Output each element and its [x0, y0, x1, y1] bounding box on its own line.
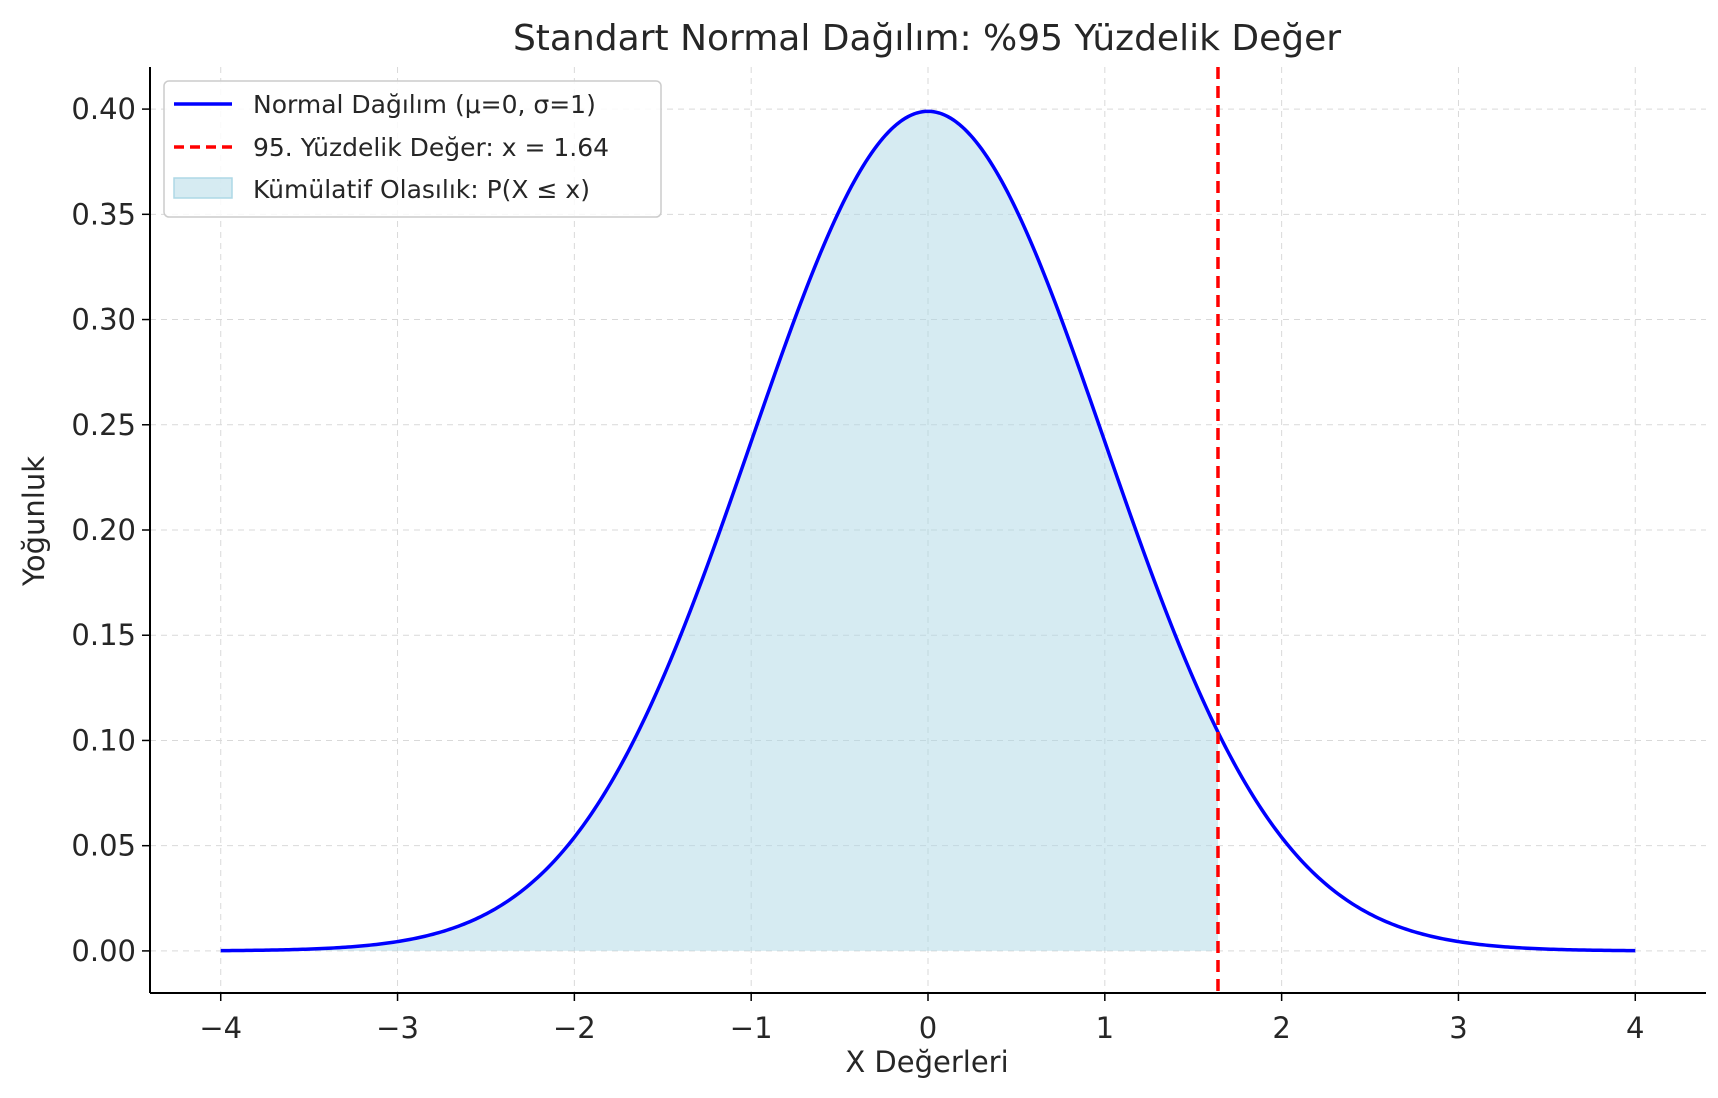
legend: Normal Dağılım (μ=0, σ=1) 95. Yüzdelik D…	[163, 80, 662, 218]
x-tick-label: 2	[1272, 1011, 1290, 1045]
y-tick-label: 0.40	[71, 92, 136, 126]
y-tick-label: 0.20	[71, 513, 136, 547]
y-tick-label: 0.05	[71, 829, 136, 863]
legend-label-cumulative: Kümülatif Olasılık: P(X ≤ x)	[253, 175, 590, 204]
y-tick-label: 0.10	[71, 723, 136, 757]
x-tick-label: 4	[1626, 1011, 1644, 1045]
x-tick-label: −1	[730, 1011, 773, 1045]
x-axis-label: X Değerleri	[845, 1045, 1008, 1079]
legend-area-swatch	[173, 177, 233, 199]
y-tick-label: 0.15	[71, 618, 136, 652]
y-tick-label: 0.35	[71, 197, 136, 231]
y-ticks: 0.00 0.05 0.10 0.15 0.20 0.25 0.30 0.35 0.40	[71, 92, 150, 968]
x-tick-label: 1	[1096, 1011, 1114, 1045]
x-tick-label: 3	[1449, 1011, 1467, 1045]
y-tick-label: 0.00	[71, 934, 136, 968]
x-tick-label: −3	[376, 1011, 419, 1045]
cumulative-probability-area	[220, 111, 1218, 951]
y-tick-label: 0.30	[71, 303, 136, 337]
x-tick-label: −2	[553, 1011, 596, 1045]
legend-label-normal: Normal Dağılım (μ=0, σ=1)	[253, 90, 596, 119]
normal-distribution-curve	[220, 109, 1636, 953]
legend-box	[163, 80, 662, 218]
x-ticks: −4 −3 −2 −1 0 1 2 3 4	[199, 993, 1644, 1045]
y-axis-label: Yoğunluk	[17, 456, 51, 587]
y-tick-label: 0.25	[71, 408, 136, 442]
x-tick-label: −4	[199, 1011, 242, 1045]
legend-label-percentile: 95. Yüzdelik Değer: x = 1.64	[253, 133, 609, 162]
chart-title: Standart Normal Dağılım: %95 Yüzdelik De…	[513, 18, 1341, 59]
x-tick-label: 0	[919, 1011, 937, 1045]
